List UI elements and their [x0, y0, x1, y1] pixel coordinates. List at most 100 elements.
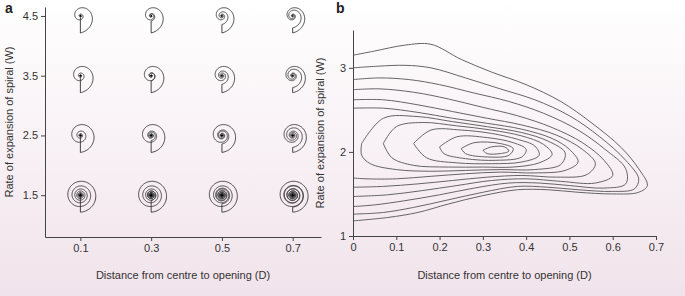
shell-glyph — [287, 8, 305, 33]
x-tick-label: 0 — [350, 241, 356, 253]
shell-glyph — [216, 8, 234, 33]
y-axis: 1 2 3 — [340, 31, 354, 243]
shell-glyph — [68, 181, 96, 212]
panel-title: b — [336, 0, 345, 16]
contour-line — [461, 142, 513, 157]
y-tick: 1.5 — [23, 189, 45, 201]
x-tick: 0.4 — [519, 236, 534, 253]
shell-glyph — [209, 181, 237, 212]
x-axis-line — [46, 237, 322, 238]
x-tick-mark — [526, 236, 527, 240]
x-tick-mark — [151, 237, 152, 241]
x-tick: 0.1 — [73, 237, 88, 254]
x-tick-label: 0.2 — [432, 241, 447, 253]
y-tick-mark — [41, 16, 45, 17]
y-tick: 2 — [340, 146, 353, 158]
shell-glyph — [286, 66, 305, 92]
x-tick: 0.7 — [649, 236, 664, 253]
x-tick-label: 0.3 — [476, 241, 491, 253]
y-tick-mark — [349, 152, 353, 153]
x-tick-label: 0.1 — [73, 242, 88, 254]
y-tick: 1 — [340, 230, 353, 242]
x-tick: 0.3 — [144, 237, 159, 254]
y-tick: 3.5 — [23, 70, 45, 82]
y-tick: 2.5 — [23, 129, 45, 141]
y-tick-label: 2 — [340, 146, 346, 158]
panel: 0 0.1 0.2 0.3 0.4 0.5 0.6 0.7 1 2 3 b Distance from … — [314, 0, 664, 281]
y-tick-label: 3.5 — [23, 70, 38, 82]
y-tick-mark — [41, 76, 45, 77]
x-axis-line — [354, 236, 657, 237]
y-axis: 1.5 2.5 3.5 4.5 — [23, 8, 46, 238]
x-tick: 0 — [350, 236, 356, 253]
contour-line — [353, 78, 628, 207]
x-tick-mark — [80, 237, 81, 241]
shell-glyph — [75, 8, 93, 33]
x-tick-label: 0.7 — [286, 242, 301, 254]
shell-glyph — [215, 66, 234, 92]
x-tick-mark — [483, 236, 484, 240]
x-tick-label: 0.6 — [606, 241, 621, 253]
y-tick-label: 1 — [340, 230, 346, 242]
contour-line — [353, 99, 595, 187]
contour-line — [483, 146, 509, 154]
panel-title: a — [5, 0, 13, 16]
x-tick-label: 0.5 — [562, 241, 577, 253]
x-axis: 0.1 0.3 0.5 0.7 — [46, 237, 322, 254]
x-tick-mark — [569, 236, 570, 240]
y-tick: 4.5 — [23, 10, 45, 22]
plot-area — [68, 8, 308, 212]
x-tick: 0.2 — [432, 236, 447, 253]
y-axis-line — [45, 8, 46, 238]
x-axis: 0 0.1 0.2 0.3 0.4 0.5 0.6 0.7 — [350, 236, 664, 253]
background — [0, 0, 685, 296]
x-axis-title: Distance from centre to opening (D) — [96, 269, 270, 281]
contour-line — [361, 115, 565, 171]
y-tick-mark — [41, 135, 45, 136]
contour-line — [414, 129, 540, 164]
shell-glyph — [284, 125, 306, 153]
y-tick-mark — [349, 236, 353, 237]
shell-glyph — [145, 8, 163, 33]
x-tick: 0.5 — [215, 237, 230, 254]
x-tick: 0.7 — [286, 237, 301, 254]
contour-line — [353, 89, 613, 197]
plot-area — [353, 43, 647, 220]
x-tick-mark — [440, 236, 441, 240]
x-tick: 0.3 — [476, 236, 491, 253]
x-tick-mark — [613, 236, 614, 240]
y-axis-title: Rate of expansion of spiral (W) — [314, 57, 326, 208]
shell-glyph — [139, 181, 167, 212]
y-tick-label: 3 — [340, 62, 346, 74]
y-tick-label: 1.5 — [23, 189, 38, 201]
x-tick: 0.6 — [606, 236, 621, 253]
y-tick-label: 4.5 — [23, 10, 38, 22]
contour-line — [440, 136, 527, 161]
x-tick-label: 0.4 — [519, 241, 534, 253]
x-tick: 0.5 — [562, 236, 577, 253]
y-axis-line — [353, 31, 354, 237]
x-tick-mark — [656, 236, 657, 240]
y-tick-mark — [349, 68, 353, 69]
x-tick-mark — [396, 236, 397, 240]
y-tick-label: 2.5 — [23, 129, 38, 141]
x-tick-label: 0.5 — [215, 242, 230, 254]
x-tick-label: 0.1 — [389, 241, 404, 253]
shell-glyph — [74, 66, 93, 92]
y-axis-title: Rate of expansion of spiral (W) — [3, 46, 15, 197]
x-tick-mark — [353, 236, 354, 240]
contour-line — [383, 122, 552, 167]
x-tick: 0.1 — [389, 236, 404, 253]
contour-line — [353, 65, 639, 214]
shell-glyph — [72, 125, 94, 153]
x-tick-mark — [222, 237, 223, 241]
y-tick: 3 — [340, 62, 353, 74]
panel: 0.1 0.3 0.5 0.7 1.5 2.5 3.5 4.5 a Distance from c… — [3, 0, 322, 281]
y-tick-mark — [41, 195, 45, 196]
shell-glyph — [213, 125, 235, 153]
contour-line — [353, 108, 578, 179]
contour-line — [353, 43, 647, 220]
x-axis-title: Distance from centre to opening (D) — [417, 269, 591, 281]
shell-glyph — [144, 66, 163, 92]
x-tick-label: 0.3 — [144, 242, 159, 254]
